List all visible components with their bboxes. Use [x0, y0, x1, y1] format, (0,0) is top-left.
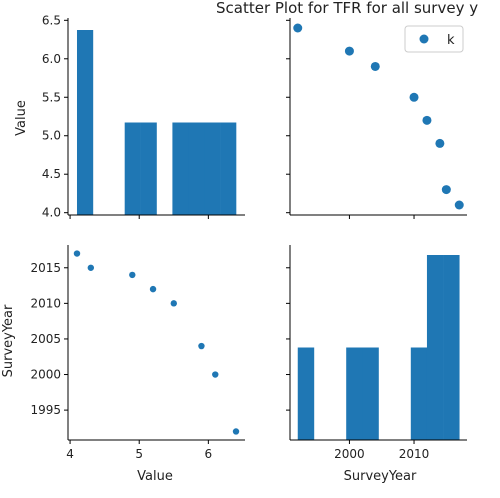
value-histogram-bar	[204, 122, 221, 215]
x-axis-label-surveyyear: SurveyYear	[344, 469, 417, 484]
value-histogram-bar	[172, 122, 189, 215]
legend-frame	[404, 25, 464, 53]
panel-value-histogram: 4.0 4.5 5.0 5.5 6.0 6.5	[42, 13, 245, 220]
legend-marker	[419, 34, 429, 44]
value-histogram-y-tick-label: 5.5	[42, 90, 61, 104]
value-histogram-bar	[140, 122, 157, 215]
scatter-point-value-vs-year	[454, 200, 464, 210]
scatter-point-value-vs-year	[422, 115, 432, 125]
y-axis-label-value: Value	[14, 100, 29, 136]
year-histogram-x-tick-label: 2000	[334, 447, 365, 461]
scatter-point-year-vs-value	[198, 342, 205, 350]
scatter-point-year-vs-value	[170, 300, 177, 307]
scatter-point-year-vs-value	[149, 285, 157, 293]
y-axis-label-surveyyear: SurveyYear	[1, 304, 16, 377]
legend: k	[404, 25, 464, 53]
year-vs-value-x-tick-label: 5	[135, 447, 143, 461]
year-histogram-bar	[362, 347, 379, 440]
value-histogram-y-tick-label: 6.5	[42, 13, 61, 27]
year-histogram-bar	[346, 347, 363, 440]
scatter-point-value-vs-year	[409, 92, 419, 102]
scatter-point-year-vs-value	[73, 250, 81, 257]
year-histogram-bar	[297, 347, 315, 440]
year-histogram-bar	[426, 255, 444, 440]
panel-value-vs-year	[286, 18, 467, 219]
year-vs-value-y-tick-label: 2000	[30, 368, 61, 382]
value-histogram-bar	[76, 30, 94, 215]
scatter-point-year-vs-value	[129, 271, 136, 279]
year-vs-value-x-tick-label: 6	[205, 447, 213, 461]
scatter-point-value-vs-year	[293, 23, 303, 33]
scatter-point-value-vs-year	[435, 138, 445, 148]
panel-year-vs-value: 1995 2000 2005 2010 2015 4 5 6	[30, 245, 245, 461]
year-vs-value-y-tick-label: 2010	[30, 296, 61, 310]
year-vs-value-y-tick-label: 2005	[30, 332, 61, 346]
chart-title: Scatter Plot for TFR for all survey y	[216, 0, 478, 17]
scatter-point-value-vs-year	[370, 61, 380, 71]
year-histogram-x-tick-label: 2010	[399, 447, 430, 461]
scatter-point-year-vs-value	[212, 371, 219, 378]
scatter-point-year-vs-value	[232, 428, 240, 435]
year-vs-value-y-tick-label: 1995	[30, 403, 61, 417]
year-histogram-bar	[443, 255, 460, 440]
value-histogram-y-tick-label: 4.5	[42, 167, 61, 181]
panel-year-histogram: 2000 2010	[286, 245, 467, 461]
value-histogram-bar	[188, 122, 205, 215]
x-axis-label-value: Value	[137, 469, 173, 484]
value-histogram-y-tick-label: 6.0	[42, 52, 61, 66]
legend-label: k	[447, 33, 455, 48]
scatter-point-value-vs-year	[441, 185, 451, 195]
value-histogram-bar	[124, 122, 141, 215]
year-vs-value-y-tick-label: 2015	[30, 261, 61, 275]
scatter-point-value-vs-year	[344, 46, 354, 56]
value-histogram-y-tick-label: 4.0	[42, 206, 61, 220]
scatter-point-year-vs-value	[87, 264, 95, 271]
year-histogram-bar	[410, 347, 428, 440]
year-vs-value-x-tick-label: 4	[66, 447, 74, 461]
value-histogram-bar	[220, 122, 237, 215]
value-histogram-y-tick-label: 5.0	[42, 129, 61, 143]
